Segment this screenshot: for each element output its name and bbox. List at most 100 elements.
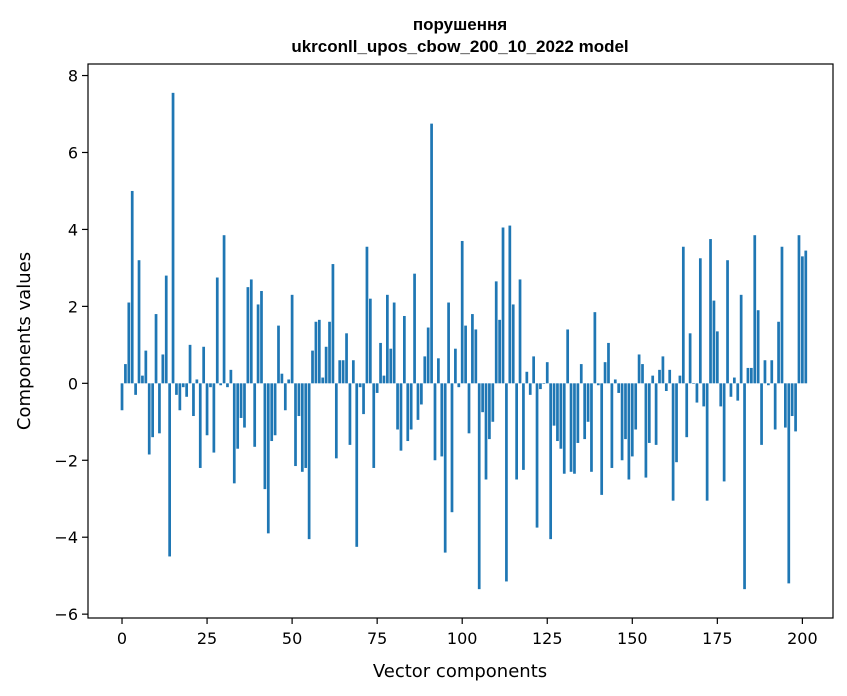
- bar: [498, 319, 501, 384]
- bar: [130, 190, 134, 384]
- bar: [641, 364, 644, 384]
- bar: [624, 383, 627, 440]
- bar: [192, 383, 195, 417]
- bar: [317, 319, 321, 384]
- bar: [443, 383, 447, 553]
- bar: [549, 383, 553, 540]
- y-tick-label: 6: [68, 143, 78, 162]
- bar: [406, 383, 410, 442]
- y-axis-label: Components values: [14, 252, 35, 430]
- bar: [760, 383, 763, 445]
- bar: [260, 290, 263, 384]
- bar: [331, 264, 335, 384]
- x-axis-ticks: 0 25 50 75 100 125 150 175 200: [117, 618, 818, 648]
- bar: [314, 321, 318, 384]
- bar: [457, 383, 461, 388]
- bar: [137, 260, 141, 384]
- bar: [195, 379, 199, 384]
- bar: [484, 383, 488, 480]
- bar: [692, 383, 695, 384]
- bar: [232, 383, 236, 484]
- bar: [464, 325, 467, 384]
- bar: [389, 348, 393, 384]
- bar: [219, 383, 223, 386]
- bar: [365, 246, 369, 384]
- bar: [348, 383, 352, 445]
- y-tick-label: −2: [54, 451, 78, 470]
- bar: [522, 383, 525, 470]
- bar: [511, 304, 515, 384]
- bar: [790, 383, 794, 417]
- bar: [246, 287, 250, 384]
- y-tick-label: 0: [68, 374, 78, 393]
- y-tick-label: 8: [68, 67, 78, 86]
- bar: [338, 360, 342, 384]
- bar: [726, 260, 729, 384]
- bar: [515, 383, 518, 480]
- bar: [804, 250, 808, 384]
- bar: [226, 383, 229, 388]
- bar: [209, 383, 212, 388]
- bar: [695, 383, 699, 403]
- bar: [423, 356, 427, 384]
- bar: [181, 383, 185, 388]
- bar: [579, 364, 583, 384]
- bar: [620, 383, 624, 461]
- bar: [379, 342, 382, 384]
- bar: [630, 383, 634, 457]
- bar: [600, 383, 604, 495]
- chart-subtitle: ukrconll_upos_cbow_200_10_2022 model: [291, 37, 628, 56]
- bar: [239, 383, 243, 418]
- bar: [134, 383, 137, 395]
- bar: [603, 362, 607, 384]
- bar: [413, 273, 416, 384]
- bar: [144, 350, 148, 384]
- bar: [545, 362, 549, 384]
- bar: [328, 321, 331, 384]
- bar: [518, 279, 522, 384]
- bar: [719, 383, 723, 407]
- bar: [709, 239, 712, 384]
- bar: [607, 342, 610, 384]
- bar: [627, 383, 631, 480]
- bar: [341, 360, 345, 384]
- bar: [539, 383, 542, 390]
- bar: [151, 383, 154, 438]
- bar: [702, 383, 706, 407]
- y-tick-label: 2: [68, 297, 78, 316]
- bar: [562, 383, 566, 474]
- bar: [712, 300, 716, 384]
- bar: [488, 383, 491, 440]
- bar: [794, 383, 797, 432]
- bar: [668, 369, 672, 384]
- bar: [698, 258, 702, 384]
- bar: [736, 383, 740, 401]
- bar: [300, 383, 304, 472]
- bar: [386, 294, 389, 384]
- bar: [542, 383, 546, 384]
- bar: [243, 383, 246, 428]
- bar: [236, 383, 240, 449]
- bar: [525, 371, 529, 384]
- bar: [474, 329, 478, 384]
- bar: [593, 312, 597, 384]
- bar: [532, 356, 535, 384]
- bar: [188, 344, 192, 384]
- bar: [215, 277, 219, 384]
- bar: [433, 383, 437, 461]
- bar: [345, 333, 348, 384]
- chart-title: порушення: [413, 15, 507, 34]
- bar: [311, 350, 314, 384]
- bar: [368, 298, 372, 384]
- x-axis-label: Vector components: [373, 661, 547, 682]
- bar: [678, 375, 682, 384]
- bar: [253, 383, 257, 447]
- bar: [321, 377, 325, 384]
- bar: [171, 92, 175, 384]
- bar: [705, 383, 709, 501]
- bar: [147, 383, 151, 455]
- bar: [175, 383, 178, 395]
- bar: [355, 383, 359, 547]
- bar: [528, 383, 532, 395]
- bar: [722, 383, 726, 482]
